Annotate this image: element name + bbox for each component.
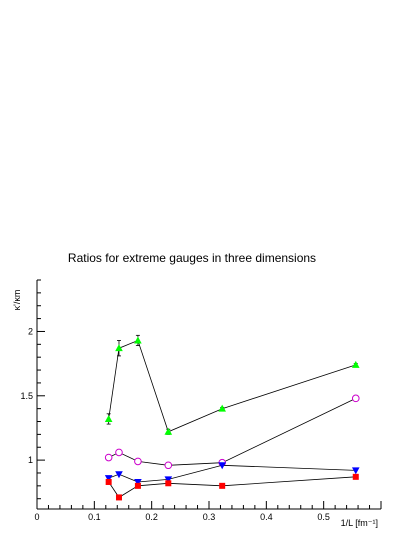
data-point <box>134 457 142 466</box>
data-point <box>105 478 112 485</box>
y-tick-label: 1.5 <box>20 391 33 401</box>
data-point <box>351 467 360 475</box>
data-point <box>104 453 113 462</box>
data-point <box>351 360 360 368</box>
data-point <box>352 473 359 480</box>
data-point <box>134 336 142 344</box>
y-axis-label: κ'/κm <box>12 290 22 311</box>
data-point <box>165 480 172 487</box>
data-point <box>351 394 360 403</box>
x-tick-label: 0.2 <box>145 512 158 522</box>
chart-title: Ratios for extreme gauges in three dimen… <box>68 251 316 265</box>
data-point <box>218 462 226 470</box>
data-point <box>104 414 113 422</box>
y-tick-label: 1 <box>28 455 33 465</box>
data-point <box>115 471 123 479</box>
series-line-0 <box>108 339 356 433</box>
data-point <box>134 482 141 489</box>
x-tick-label: 0.4 <box>260 512 273 522</box>
x-tick-label: 0.3 <box>203 512 216 522</box>
x-tick-label: 0.1 <box>88 512 101 522</box>
data-point <box>104 475 113 483</box>
x-axis-label: 1/L [fm⁻¹] <box>341 518 378 528</box>
data-point <box>218 404 226 412</box>
y-tick-label: 2 <box>28 326 33 336</box>
data-point <box>219 482 226 489</box>
x-tick-label: 0.5 <box>317 512 330 522</box>
data-point <box>115 448 123 457</box>
data-point <box>164 476 173 484</box>
plot-area: 0 0.1 0.2 0.3 0.4 0.5 1 1.5 2 <box>20 279 382 522</box>
data-point <box>134 478 142 486</box>
data-point <box>164 461 173 470</box>
data-point <box>164 427 173 435</box>
data-point <box>115 344 123 352</box>
x-tick-label: 0 <box>34 512 39 522</box>
data-point <box>115 494 122 501</box>
